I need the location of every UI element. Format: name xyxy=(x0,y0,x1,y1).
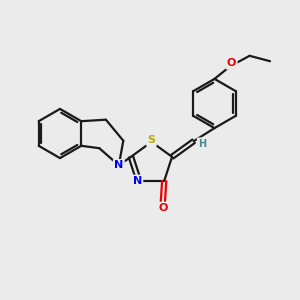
Text: O: O xyxy=(158,203,167,213)
Text: H: H xyxy=(198,139,206,148)
Text: S: S xyxy=(148,135,155,146)
Text: O: O xyxy=(227,58,236,68)
Text: N: N xyxy=(114,160,123,170)
Text: N: N xyxy=(133,176,142,186)
